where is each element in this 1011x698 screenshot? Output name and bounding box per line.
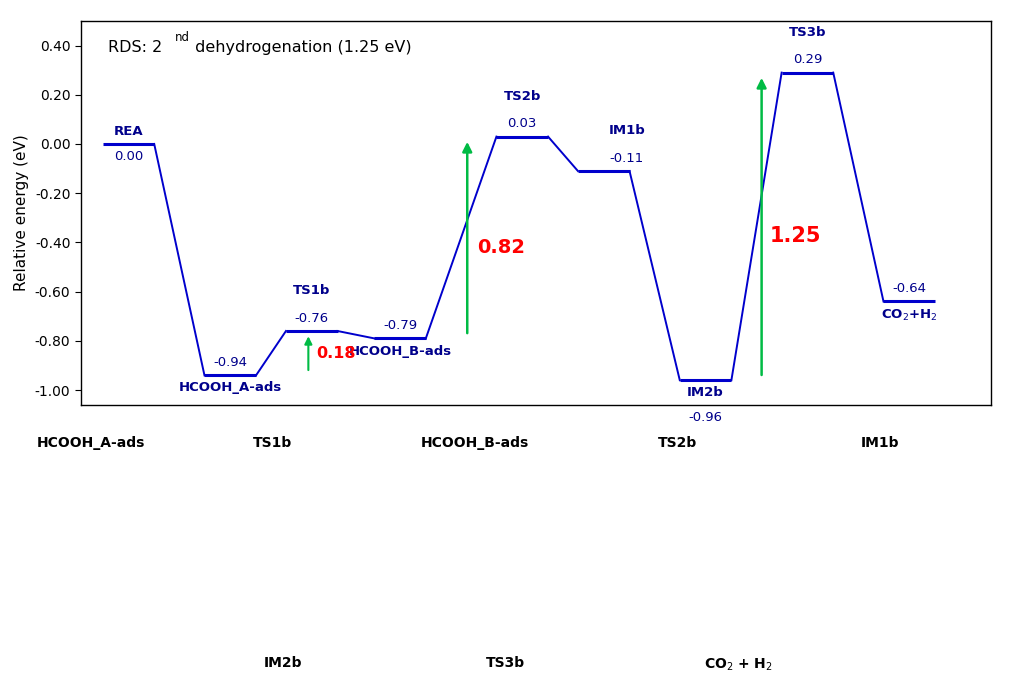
Text: -0.76: -0.76 xyxy=(294,312,329,325)
Text: -0.96: -0.96 xyxy=(688,411,723,424)
Text: 1.25: 1.25 xyxy=(769,226,821,246)
Text: 0.82: 0.82 xyxy=(477,238,526,257)
Text: -0.11: -0.11 xyxy=(610,152,643,165)
Text: 0.29: 0.29 xyxy=(793,54,822,66)
Text: HCOOH_B-ads: HCOOH_B-ads xyxy=(349,345,452,357)
Text: HCOOH_A-ads: HCOOH_A-ads xyxy=(36,436,146,450)
Text: IM2b: IM2b xyxy=(687,387,724,399)
Text: IM1b: IM1b xyxy=(860,436,899,450)
Text: HCOOH_B-ads: HCOOH_B-ads xyxy=(421,436,530,450)
Text: CO$_2$+H$_2$: CO$_2$+H$_2$ xyxy=(881,308,937,322)
Text: 0.18: 0.18 xyxy=(316,346,356,361)
Text: TS1b: TS1b xyxy=(254,436,292,450)
Text: IM1b: IM1b xyxy=(610,124,646,138)
Text: 0.03: 0.03 xyxy=(508,117,537,131)
Text: TS3b: TS3b xyxy=(486,656,525,670)
Text: dehydrogenation (1.25 eV): dehydrogenation (1.25 eV) xyxy=(190,40,411,55)
Text: 0.00: 0.00 xyxy=(114,150,143,163)
Text: -0.64: -0.64 xyxy=(893,282,926,295)
Text: TS2b: TS2b xyxy=(503,90,541,103)
Text: -0.94: -0.94 xyxy=(213,356,248,369)
Text: IM2b: IM2b xyxy=(264,656,302,670)
Text: TS1b: TS1b xyxy=(293,284,331,297)
Text: TS3b: TS3b xyxy=(789,26,826,39)
Y-axis label: Relative energy (eV): Relative energy (eV) xyxy=(14,135,29,291)
Text: RDS: 2: RDS: 2 xyxy=(108,40,163,55)
Text: REA: REA xyxy=(113,125,144,138)
Text: nd: nd xyxy=(175,31,190,43)
Text: TS2b: TS2b xyxy=(658,436,697,450)
Text: -0.79: -0.79 xyxy=(383,319,418,332)
Text: CO$_2$ + H$_2$: CO$_2$ + H$_2$ xyxy=(704,656,772,672)
Text: HCOOH_A-ads: HCOOH_A-ads xyxy=(179,382,282,394)
